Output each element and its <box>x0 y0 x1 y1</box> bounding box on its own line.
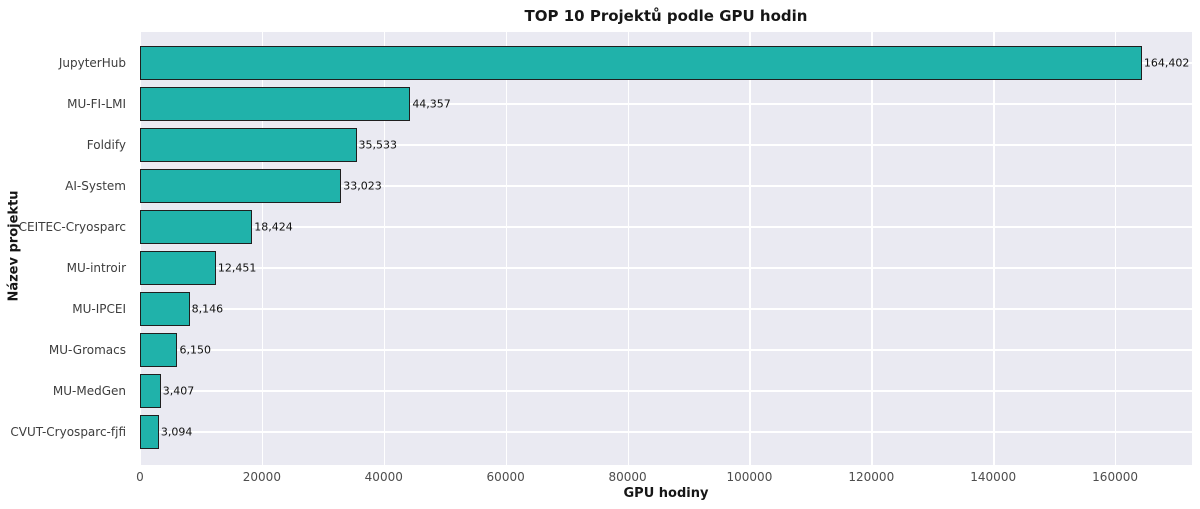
vertical-gridline <box>749 32 751 465</box>
bar-value-label: 33,023 <box>343 179 382 193</box>
bar-value-label: 18,424 <box>254 220 293 234</box>
bar-value-label: 3,094 <box>160 425 193 439</box>
y-tick-label-MU-IPCEI: MU-IPCEI <box>72 302 126 316</box>
y-tick-label-MU-FI-LMI: MU-FI-LMI <box>67 97 126 111</box>
vertical-gridline <box>993 32 995 465</box>
x-tick-label-100000: 100000 <box>726 470 773 484</box>
vertical-gridline <box>1115 32 1117 465</box>
x-tick-label-60000: 60000 <box>486 470 525 484</box>
y-tick-label-MU-introir: MU-introir <box>66 261 126 275</box>
bar-CVUT-Cryosparc-fjfi <box>140 415 159 449</box>
bar-JupyterHub <box>140 46 1142 80</box>
vertical-gridline <box>505 32 508 465</box>
horizontal-gridline <box>140 349 1192 351</box>
bar-Foldify <box>140 128 357 162</box>
vertical-gridline <box>261 32 264 465</box>
horizontal-gridline <box>140 144 1192 146</box>
x-axis-tick-labels: 0 20000 40000 60000 80000 100000 120000 140000 1… <box>136 470 1192 485</box>
y-tick-label-Foldify: Foldify <box>86 138 126 152</box>
x-tick-label-20000: 20000 <box>242 470 281 484</box>
y-tick-label-MU-Gromacs: MU-Gromacs <box>48 343 126 357</box>
horizontal-gridline <box>140 308 1192 310</box>
plot-area: 164,402 44,357 35,533 33,023 18,424 12,451 8,1… <box>140 32 1192 465</box>
bar-value-label: 44,357 <box>412 97 451 111</box>
vertical-gridline <box>383 32 386 465</box>
x-tick-label-40000: 40000 <box>364 470 403 484</box>
horizontal-gridline <box>140 185 1192 187</box>
y-axis-tick-labels: JupyterHub MU-FI-LMI Foldify AI-System CEITE… <box>0 32 133 465</box>
bar-MU-IPCEI <box>140 292 190 326</box>
y-tick-label-JupyterHub: JupyterHub <box>58 56 126 70</box>
chart-title: TOP 10 Projektů podle GPU hodin <box>524 7 808 25</box>
y-tick-label-MU-MedGen: MU-MedGen <box>52 384 126 398</box>
y-tick-label-CEITEC-Cryosparc: CEITEC-Cryosparc <box>18 220 126 234</box>
y-tick-label-CVUT-Cryosparc-fjfi: CVUT-Cryosparc-fjfi <box>10 425 126 439</box>
bar-value-label: 8,146 <box>191 302 224 316</box>
vertical-gridline <box>627 32 629 465</box>
x-tick-label-0: 0 <box>136 470 144 484</box>
bar-value-label: 12,451 <box>217 261 257 275</box>
bar-value-label: 35,533 <box>358 138 398 152</box>
x-tick-label-120000: 120000 <box>848 470 895 484</box>
bar-value-label: 164,402 <box>1143 56 1190 70</box>
horizontal-gridline <box>140 390 1192 392</box>
x-tick-label-160000: 160000 <box>1092 470 1138 484</box>
bar-CEITEC-Cryosparc <box>140 210 253 244</box>
horizontal-gridline <box>140 103 1192 105</box>
x-axis-label: GPU hodiny <box>623 486 709 501</box>
y-tick-label-AI-System: AI-System <box>65 179 126 193</box>
bar-value-label: 3,407 <box>162 384 195 398</box>
bar-AI-System <box>140 169 342 203</box>
bar-MU-Gromacs <box>140 333 178 367</box>
horizontal-gridline <box>140 431 1192 433</box>
horizontal-gridline <box>140 226 1192 228</box>
x-tick-label-140000: 140000 <box>970 470 1017 484</box>
bar-MU-MedGen <box>140 374 161 408</box>
horizontal-gridline <box>140 267 1192 269</box>
x-tick-label-80000: 80000 <box>608 470 647 484</box>
bar-value-label: 6,150 <box>179 343 211 357</box>
vertical-gridline <box>871 32 873 465</box>
bar-MU-introir <box>140 251 216 285</box>
vertical-gridline <box>140 32 142 465</box>
bar-MU-FI-LMI <box>140 87 411 121</box>
